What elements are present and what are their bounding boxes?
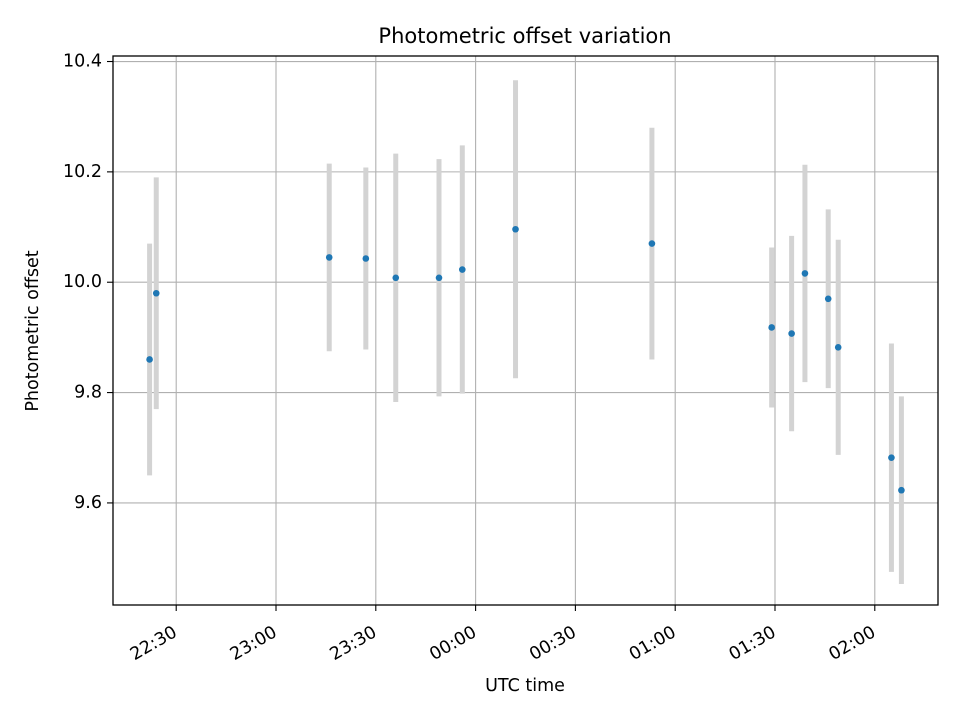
data-point	[146, 356, 153, 363]
data-point	[512, 225, 519, 233]
data-point	[834, 344, 842, 351]
chart-title: Photometric offset variation	[378, 24, 671, 48]
data-point	[362, 255, 370, 262]
data-point	[768, 324, 775, 331]
y-axis-ticks: 9.6 9.8 10.0 10.2 10.4	[63, 52, 113, 513]
data-points	[146, 225, 905, 494]
data-point	[898, 486, 905, 494]
data-point	[888, 454, 895, 461]
grid	[113, 56, 938, 605]
y-tick-label: 10.2	[63, 162, 102, 182]
y-tick-label: 9.6	[74, 493, 102, 513]
data-point	[458, 266, 466, 273]
y-tick-label: 9.8	[74, 383, 102, 403]
data-point	[435, 274, 443, 282]
plot-frame	[112, 55, 939, 606]
data-point	[392, 274, 400, 282]
y-axis-label: Photometric offset	[23, 250, 43, 411]
data-point	[788, 330, 795, 337]
data-point	[824, 295, 832, 303]
data-point	[801, 270, 809, 277]
data-point	[325, 254, 333, 261]
y-tick-label: 10.0	[63, 272, 102, 292]
data-point	[152, 289, 160, 297]
x-axis-label: UTC time	[485, 676, 565, 696]
y-tick-label: 10.4	[63, 52, 102, 72]
data-point	[648, 240, 656, 247]
